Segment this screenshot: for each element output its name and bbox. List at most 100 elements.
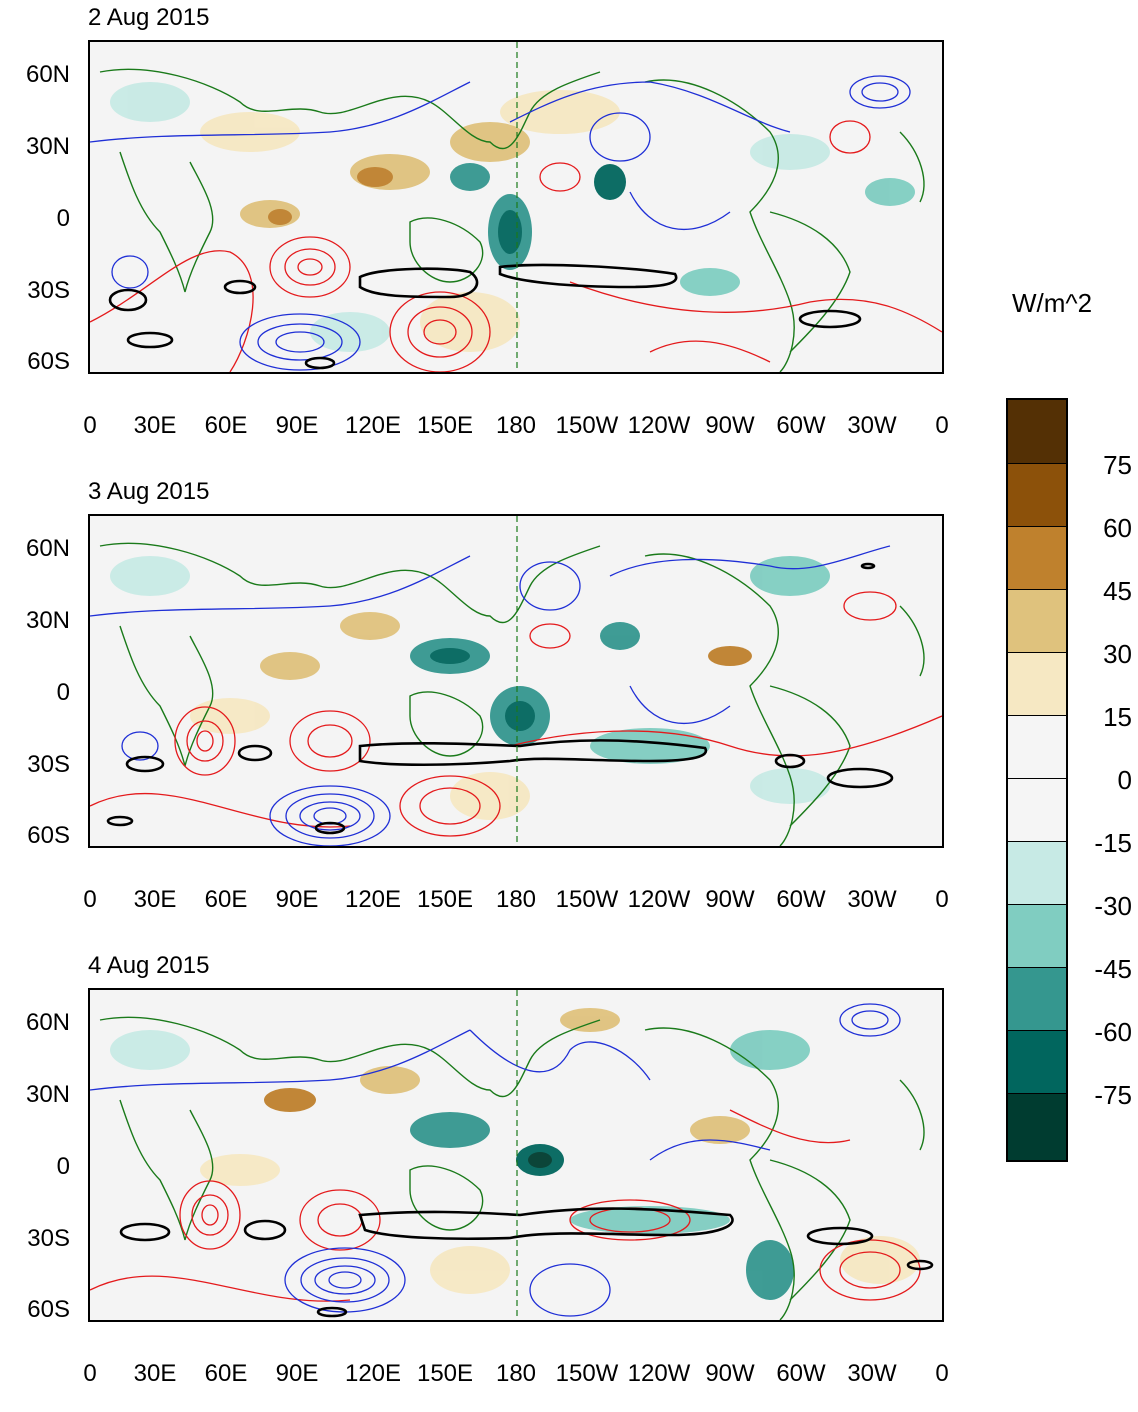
- lat-label-30n: 30N: [25, 607, 70, 634]
- bold-contours: [119, 1207, 934, 1318]
- lon-label: 180: [495, 412, 537, 439]
- colorbar-segment: [1008, 968, 1066, 1031]
- lon-label: 120E: [344, 886, 402, 913]
- lon-label: 0: [83, 412, 97, 439]
- colorbar-label: -15: [1094, 828, 1132, 858]
- lon-label: 150W: [555, 412, 619, 439]
- bold-contours: [106, 562, 894, 835]
- bold-contours: [108, 263, 862, 370]
- positive-contours: [90, 591, 942, 837]
- lon-label: 90W: [705, 1360, 755, 1387]
- map-canvas: [90, 42, 942, 372]
- lon-label: 90E: [275, 886, 319, 913]
- map-area: [88, 988, 944, 1322]
- shading: [110, 82, 915, 352]
- map-canvas: [90, 516, 942, 846]
- lat-label-60s: 60S: [27, 822, 70, 849]
- lon-label: 120E: [344, 412, 402, 439]
- colorbar-segment: [1008, 779, 1066, 842]
- lon-label: 0: [935, 1360, 949, 1387]
- lat-label-60n: 60N: [25, 1009, 70, 1036]
- lat-label-30n: 30N: [25, 133, 70, 160]
- map-panel-3: 4 Aug 2015: [0, 952, 990, 1412]
- lon-label: 120W: [627, 1360, 691, 1387]
- lon-label: 60W: [776, 886, 826, 913]
- lon-label: 180: [495, 886, 537, 913]
- lon-label: 90W: [705, 412, 755, 439]
- lon-label: 150W: [555, 1360, 619, 1387]
- colorbar-label: 15: [1103, 702, 1132, 732]
- lon-label: 120E: [344, 1360, 402, 1387]
- lon-label: 30W: [847, 412, 897, 439]
- lon-label: 30W: [847, 886, 897, 913]
- lon-label: 60W: [776, 1360, 826, 1387]
- lon-label: 30E: [133, 412, 177, 439]
- lon-label: 120W: [627, 412, 691, 439]
- lon-label: 0: [83, 1360, 97, 1387]
- lon-label: 30W: [847, 1360, 897, 1387]
- colorbar-segment: [1008, 464, 1066, 527]
- lon-label: 120W: [627, 886, 691, 913]
- lat-label-30s: 30S: [27, 751, 70, 778]
- lon-label: 30E: [133, 886, 177, 913]
- lon-label: 150E: [416, 412, 474, 439]
- map-panel-2: 3 Aug 2015: [0, 478, 990, 938]
- coastlines: [99, 1016, 925, 1320]
- lon-label: 180: [495, 1360, 537, 1387]
- colorbar-label: 75: [1103, 450, 1132, 480]
- lon-label: 0: [935, 412, 949, 439]
- panel-title: 3 Aug 2015: [88, 478, 210, 505]
- colorbar-segment: [1008, 400, 1066, 464]
- lat-label-60s: 60S: [27, 1296, 70, 1323]
- lon-label: 90W: [705, 886, 755, 913]
- shading: [110, 556, 830, 820]
- lon-label: 150E: [416, 886, 474, 913]
- colorbar-segment: [1008, 716, 1066, 779]
- lon-label: 150E: [416, 1360, 474, 1387]
- map-panel-1: 2 Aug 2015: [0, 4, 990, 464]
- colorbar-segment: [1008, 1094, 1066, 1160]
- lat-label-60n: 60N: [25, 61, 70, 88]
- map-area: [88, 40, 944, 374]
- lat-label-30n: 30N: [25, 1081, 70, 1108]
- lat-label-60s: 60S: [27, 348, 70, 375]
- lon-label: 60E: [204, 1360, 248, 1387]
- lat-label-0: 0: [56, 205, 70, 232]
- colorbar-segment: [1008, 527, 1066, 590]
- map-area: [88, 514, 944, 848]
- colorbar-segment: [1008, 653, 1066, 716]
- lon-label: 60E: [204, 886, 248, 913]
- panel-title: 4 Aug 2015: [88, 952, 210, 979]
- lon-label: 60W: [776, 412, 826, 439]
- lat-label-0: 0: [56, 679, 70, 706]
- panel-title: 2 Aug 2015: [88, 4, 210, 31]
- colorbar-label: -75: [1094, 1080, 1132, 1110]
- colorbar-label: 0: [1117, 765, 1132, 795]
- colorbar-label: -45: [1094, 954, 1132, 984]
- negative-contours: [90, 75, 911, 371]
- lat-label-30s: 30S: [27, 1225, 70, 1252]
- colorbar: [1006, 398, 1068, 1162]
- colorbar-label: -60: [1094, 1017, 1132, 1047]
- negative-contours: [90, 545, 891, 846]
- lat-label-60n: 60N: [25, 535, 70, 562]
- colorbar-label: 60: [1103, 513, 1132, 543]
- lon-label: 0: [935, 886, 949, 913]
- colorbar-label: -30: [1094, 891, 1132, 921]
- colorbar-segment: [1008, 590, 1066, 653]
- colorbar-label: 45: [1103, 576, 1132, 606]
- lat-label-0: 0: [56, 1153, 70, 1180]
- lon-label: 90E: [275, 1360, 319, 1387]
- lon-label: 0: [83, 886, 97, 913]
- colorbar-segment: [1008, 842, 1066, 905]
- lat-label-30s: 30S: [27, 277, 70, 304]
- colorbar-title: W/m^2: [1012, 288, 1093, 318]
- map-canvas: [90, 990, 942, 1320]
- lon-label: 90E: [275, 412, 319, 439]
- colorbar-segment: [1008, 1031, 1066, 1094]
- lon-label: 60E: [204, 412, 248, 439]
- lon-label: 30E: [133, 1360, 177, 1387]
- colorbar-segment: [1008, 905, 1066, 968]
- lon-label: 150W: [555, 886, 619, 913]
- colorbar-label: 30: [1103, 639, 1132, 669]
